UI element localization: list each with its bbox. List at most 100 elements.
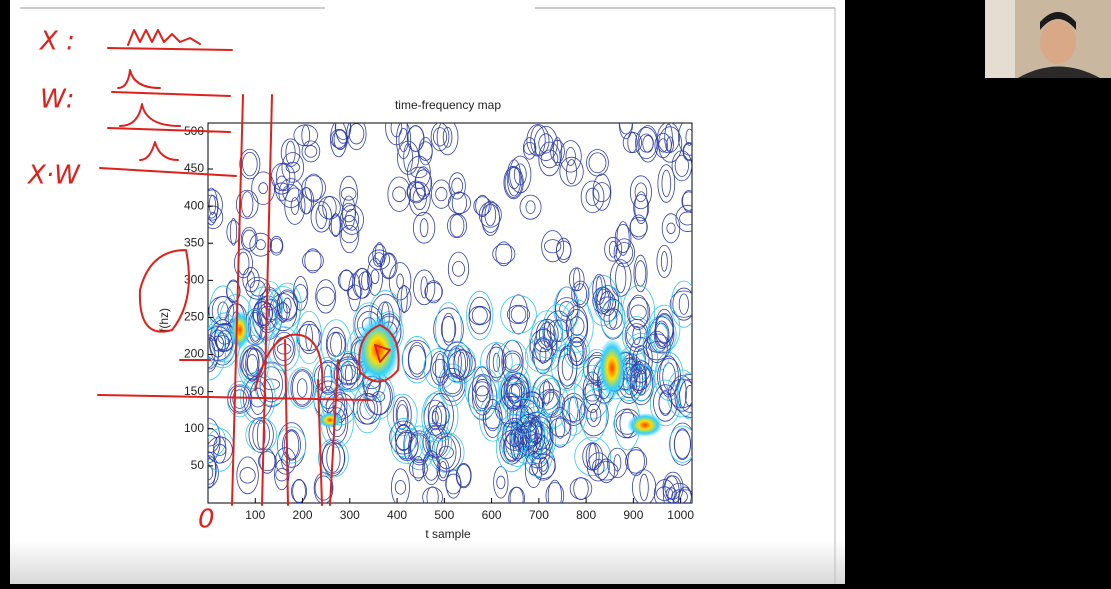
contour-line — [573, 267, 581, 291]
contour-line — [334, 123, 352, 140]
contour-line — [603, 308, 623, 330]
contour-line — [593, 285, 622, 322]
contour-line — [340, 224, 359, 244]
contour-line — [492, 352, 501, 372]
contour-line — [366, 257, 384, 296]
contour-line — [245, 276, 271, 300]
contour-line — [281, 152, 305, 183]
contour-line — [208, 205, 224, 230]
contour-line — [292, 370, 313, 406]
contour-line — [664, 475, 682, 500]
contour-line — [298, 320, 320, 355]
contour-line — [420, 276, 428, 299]
contour-line — [637, 125, 659, 163]
contour-line — [635, 127, 658, 160]
contour-line — [590, 408, 598, 422]
contour-line — [586, 403, 602, 428]
contour-line — [258, 451, 277, 472]
contour-line — [679, 211, 692, 226]
contour-line — [407, 155, 431, 189]
contour-line — [407, 341, 427, 378]
contour-line — [586, 452, 610, 482]
contour-line — [392, 186, 407, 202]
contour-line — [337, 270, 355, 291]
contour-line — [251, 171, 276, 205]
contour-line — [592, 458, 605, 475]
contour-line — [414, 169, 433, 197]
contour-line — [278, 301, 288, 323]
webcam — [985, 0, 1111, 78]
contour-line — [634, 191, 649, 225]
contour-line — [615, 262, 627, 294]
contour-line — [315, 279, 337, 314]
contour-line — [418, 141, 433, 161]
contour-line — [543, 391, 559, 416]
contour-line — [534, 425, 545, 451]
contour-line — [554, 415, 566, 439]
contour-line — [259, 366, 283, 403]
contour-line — [492, 243, 516, 264]
contour-line — [347, 284, 363, 300]
contour-line — [471, 379, 494, 416]
x-tick-label: 600 — [482, 508, 502, 522]
contour-line — [526, 124, 550, 157]
contour-line — [348, 123, 365, 145]
contour-line — [419, 218, 429, 238]
contour-line — [468, 296, 491, 335]
contour-line — [269, 235, 284, 256]
contour-line — [478, 395, 507, 442]
contour-line — [325, 326, 347, 362]
contour-line — [523, 141, 536, 155]
contour-line — [628, 294, 649, 331]
contour-line — [435, 187, 448, 202]
chart-title: time-frequency map — [395, 98, 501, 112]
contour-line — [568, 267, 585, 292]
contour-line — [674, 154, 689, 177]
contour-line — [488, 343, 505, 382]
contour-line — [315, 204, 328, 230]
contour-line — [599, 291, 616, 316]
contour-line — [255, 239, 266, 251]
contour-line — [550, 139, 565, 164]
contour-line — [574, 436, 612, 477]
contour-line — [483, 398, 503, 438]
contour-line — [504, 364, 532, 416]
contour-line — [503, 374, 523, 412]
contour-line — [510, 305, 527, 324]
contour-line — [208, 455, 217, 485]
hotspot — [318, 412, 342, 428]
contour-line — [539, 381, 555, 404]
contour-line — [358, 271, 373, 291]
contour-line — [340, 361, 356, 381]
contour-line — [268, 326, 300, 372]
contour-line — [643, 333, 671, 361]
contour-line — [495, 241, 513, 267]
contour-line — [615, 242, 634, 264]
contour-line — [304, 248, 322, 274]
contour-line — [456, 464, 472, 488]
contour-line — [314, 475, 333, 501]
contour-line — [449, 214, 465, 238]
contour-line — [236, 456, 259, 495]
contour-line — [398, 127, 409, 153]
contour-line — [533, 374, 560, 411]
contour-line — [230, 385, 250, 413]
contour-line — [544, 239, 562, 254]
contour-line — [247, 271, 255, 289]
contour-line — [534, 327, 553, 364]
contour-line — [320, 319, 352, 370]
contour-line — [505, 428, 529, 460]
contour-line — [227, 384, 253, 414]
contour-line — [285, 161, 300, 173]
contour-line — [597, 458, 616, 484]
contour-line — [625, 359, 652, 396]
contour-line — [448, 172, 466, 200]
contour-line — [535, 318, 559, 350]
contour-line — [282, 429, 301, 461]
contour-line — [318, 195, 341, 220]
contour-line — [571, 280, 590, 308]
contour-line — [282, 184, 300, 202]
contour-line — [677, 372, 692, 420]
contour-line — [402, 336, 432, 384]
contour-line — [669, 422, 692, 466]
